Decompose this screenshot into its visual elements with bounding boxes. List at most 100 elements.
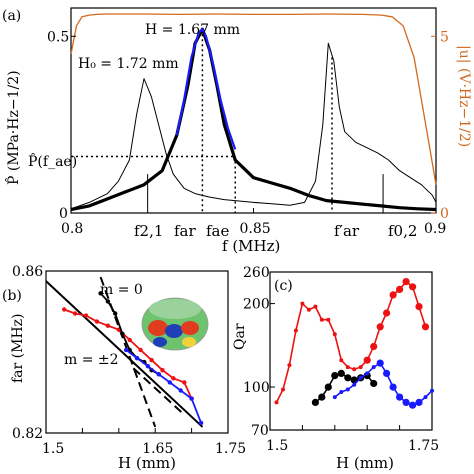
data-point <box>352 382 357 387</box>
data-point <box>415 303 423 311</box>
panel-a-frame <box>70 7 437 214</box>
data-point <box>311 398 319 406</box>
data-point <box>358 375 363 380</box>
q-series-red <box>274 278 430 405</box>
panel-c-ylabel: Qar <box>232 323 248 350</box>
c-ytick-label: 100 <box>243 380 270 396</box>
data-point <box>421 323 430 331</box>
data-point <box>120 331 125 336</box>
q-series-red-line <box>275 280 427 403</box>
panel-a-xlabel: f (MHz) <box>222 237 280 255</box>
series-h172-thin-line <box>70 42 437 210</box>
data-point <box>371 365 376 370</box>
data-point <box>383 369 391 377</box>
data-point <box>281 387 285 392</box>
panel-c: 1.5 1.75 70 100 200 260 (c) H (mm) Qar <box>232 265 439 472</box>
data-point <box>105 299 111 304</box>
data-point <box>94 319 100 324</box>
c-ytick-label: 260 <box>243 265 270 281</box>
panel-b: 1.5 1.65 1.75 0.82 0.86 (b) H (mm) far (MHz)… <box>2 264 246 472</box>
panel-a: 0.8 0.85 0.900.505 (a) f (MHz) P̂ (MPa·Hz−… <box>2 7 472 255</box>
annotation-h-thin: H₀ = 1.72 mm <box>78 56 179 72</box>
c-ytick-label: 200 <box>243 297 270 313</box>
data-point <box>324 383 332 391</box>
data-point <box>339 358 344 363</box>
a-xtick-label: 0.85 <box>240 221 271 237</box>
data-point <box>182 380 187 385</box>
annotation-p-fae: P̂(f_ae) <box>28 152 77 170</box>
b-ytick-label: 0.82 <box>12 426 43 442</box>
data-point <box>98 291 103 296</box>
annotation-far: far <box>174 222 196 240</box>
data-point <box>113 311 118 316</box>
data-point <box>409 283 417 291</box>
data-point <box>145 364 151 369</box>
data-point <box>274 400 279 405</box>
b-xtick-label: 1.65 <box>142 441 173 457</box>
data-point <box>363 356 371 364</box>
annotation-m2: m = ±2 <box>64 352 119 368</box>
b-xtick-label: 1.5 <box>42 441 64 457</box>
panel-c-label: (c) <box>274 278 293 294</box>
annotation-f02: f0,2 <box>388 222 417 240</box>
q-series-blue-line <box>334 362 433 407</box>
data-point <box>293 328 298 333</box>
data-point <box>160 368 165 373</box>
series-blue <box>123 347 204 426</box>
data-point <box>352 367 357 372</box>
panel-b-frame <box>45 270 229 434</box>
data-point <box>370 379 378 388</box>
data-point <box>370 342 378 351</box>
data-point <box>332 395 337 400</box>
panel-b-ylabel: far (MHz) <box>10 313 26 383</box>
data-point <box>189 396 194 401</box>
data-point <box>415 398 423 406</box>
annotation-f21: f2,1 <box>134 222 163 240</box>
data-point <box>331 372 339 380</box>
data-point <box>396 285 404 293</box>
panel-a-ylabel-left: P̂ (MPa·Hz−1/2) <box>4 70 22 185</box>
data-point <box>423 395 428 400</box>
data-point <box>300 301 305 306</box>
series-blue-line <box>125 349 202 424</box>
mode-shape-inset <box>141 297 209 351</box>
data-point <box>72 311 78 316</box>
data-point <box>376 359 384 367</box>
b-xtick-label: 1.75 <box>215 441 246 457</box>
annotation-m0: m = 0 <box>100 282 143 298</box>
q-series-black <box>311 369 378 406</box>
c-xtick-label: 1.75 <box>408 438 439 454</box>
data-point <box>409 401 417 409</box>
data-point <box>402 278 410 286</box>
annotation-fae: fae <box>206 222 229 240</box>
data-point <box>318 393 326 401</box>
data-point <box>306 307 311 312</box>
data-point <box>365 371 370 376</box>
data-point <box>313 304 318 309</box>
annotation-h-bold: H = 1.67 mm <box>145 22 240 38</box>
data-point <box>156 372 161 377</box>
theory-line-1 <box>45 280 204 428</box>
data-point <box>358 365 363 370</box>
series-u-orange-line <box>70 13 437 185</box>
c-ytick-label: 70 <box>251 423 269 439</box>
series-fit-blue-line <box>175 28 237 150</box>
data-point <box>123 347 129 353</box>
data-point <box>396 393 404 401</box>
data-point <box>430 388 434 393</box>
panel-a-ylabel-right: |u| (V·Hz−1/2) <box>456 45 472 147</box>
data-point <box>339 390 344 394</box>
data-point <box>402 398 410 406</box>
panel-b-label: (b) <box>2 288 22 304</box>
data-point <box>198 420 204 426</box>
data-point <box>167 380 172 385</box>
panel-a-label: (a) <box>2 8 21 24</box>
data-point <box>127 337 132 343</box>
c-xtick-label: 1.5 <box>266 438 288 454</box>
data-point <box>61 307 67 312</box>
data-point <box>134 355 140 361</box>
data-point <box>332 332 337 337</box>
data-point <box>337 369 345 377</box>
theory-line-2 <box>132 367 185 416</box>
